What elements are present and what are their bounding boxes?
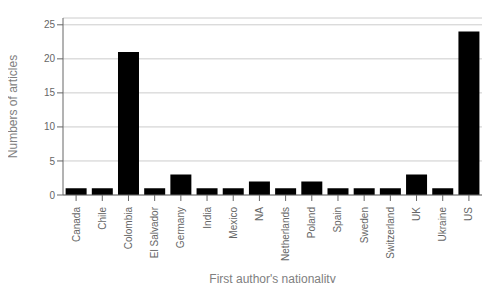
svg-text:UK: UK — [411, 207, 422, 221]
svg-text:Spain: Spain — [332, 207, 343, 233]
svg-text:20: 20 — [44, 53, 56, 64]
svg-text:El Salvador: El Salvador — [149, 206, 160, 258]
svg-text:US: US — [463, 207, 474, 221]
svg-text:First author's nationality: First author's nationality — [209, 272, 335, 283]
svg-text:10: 10 — [44, 121, 56, 132]
svg-text:Chile: Chile — [97, 207, 108, 230]
svg-text:Colombia: Colombia — [123, 207, 134, 250]
svg-text:NA: NA — [254, 207, 265, 221]
svg-text:Sweden: Sweden — [359, 207, 370, 243]
svg-text:India: India — [202, 207, 213, 229]
svg-text:25: 25 — [44, 19, 56, 30]
svg-text:5: 5 — [49, 156, 55, 167]
svg-text:Ukraine: Ukraine — [437, 207, 448, 242]
svg-text:Canada: Canada — [71, 207, 82, 242]
svg-text:Numbers of articles: Numbers of articles — [8, 55, 20, 158]
svg-text:Switzerland: Switzerland — [385, 207, 396, 259]
svg-text:Germany: Germany — [175, 207, 186, 248]
svg-text:Poland: Poland — [306, 207, 317, 238]
svg-text:Mexico: Mexico — [228, 207, 239, 239]
svg-text:0: 0 — [49, 190, 55, 201]
svg-text:Netherlands: Netherlands — [280, 207, 291, 261]
svg-text:15: 15 — [44, 87, 56, 98]
